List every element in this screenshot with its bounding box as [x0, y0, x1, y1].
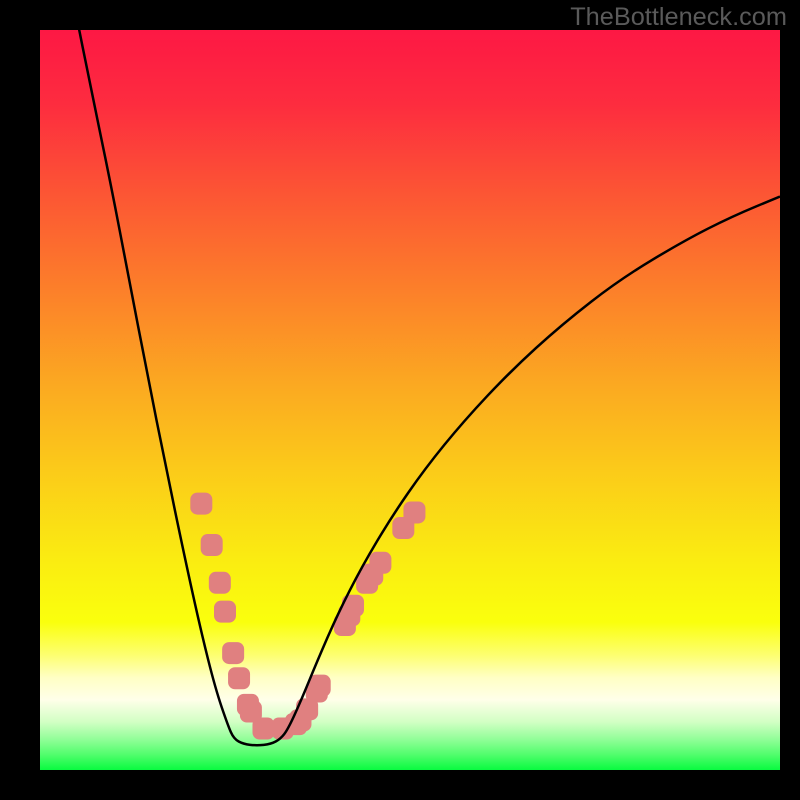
marker-point [369, 552, 391, 574]
plot-area [40, 30, 780, 770]
marker-point [222, 642, 244, 664]
marker-point [228, 667, 250, 689]
marker-point [214, 601, 236, 623]
marker-point [201, 534, 223, 556]
plot-svg [40, 30, 780, 770]
marker-point [309, 675, 331, 697]
marker-point [190, 493, 212, 515]
marker-point [209, 572, 231, 594]
watermark-text: TheBottleneck.com [570, 3, 787, 32]
gradient-background [40, 30, 780, 770]
chart-container: TheBottleneck.com [0, 0, 800, 800]
marker-point [403, 501, 425, 523]
marker-point [252, 718, 274, 740]
